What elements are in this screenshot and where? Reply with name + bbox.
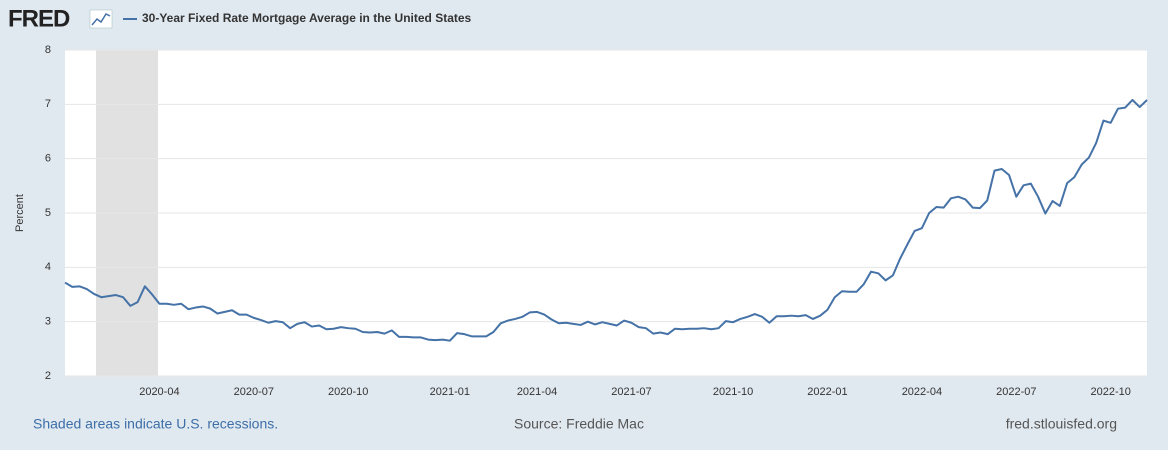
y-tick-label: 2 — [45, 370, 51, 382]
x-tick-label: 2022-04 — [902, 386, 942, 398]
site: fred.stlouisfed.org — [1006, 416, 1117, 432]
x-tick-label: 2021-07 — [611, 386, 651, 398]
y-tick-label: 6 — [45, 153, 51, 165]
y-tick-label: 8 — [45, 44, 51, 56]
x-tick-label: 2021-04 — [517, 386, 557, 398]
y-axis-label: Percent — [14, 194, 26, 232]
x-tick-label: 2021-10 — [713, 386, 753, 398]
source: Source: Freddie Mac — [514, 416, 644, 432]
y-tick-label: 3 — [45, 316, 51, 328]
legend-label: 30-Year Fixed Rate Mortgage Average in t… — [142, 11, 472, 25]
y-tick-label: 5 — [45, 207, 51, 219]
recession-note: Shaded areas indicate U.S. recessions. — [33, 416, 278, 432]
y-tick-label: 7 — [45, 98, 51, 110]
x-tick-label: 2022-10 — [1091, 386, 1131, 398]
x-tick-label: 2020-04 — [139, 386, 179, 398]
logo: FRED — [8, 5, 70, 32]
x-tick-label: 2022-07 — [996, 386, 1036, 398]
y-tick-label: 4 — [45, 261, 51, 273]
x-tick-label: 2022-01 — [807, 386, 847, 398]
x-tick-label: 2021-01 — [430, 386, 470, 398]
logo-icon — [89, 9, 113, 29]
x-tick-label: 2020-10 — [328, 386, 368, 398]
series-line — [64, 98, 1148, 342]
x-tick-label: 2020-07 — [234, 386, 274, 398]
